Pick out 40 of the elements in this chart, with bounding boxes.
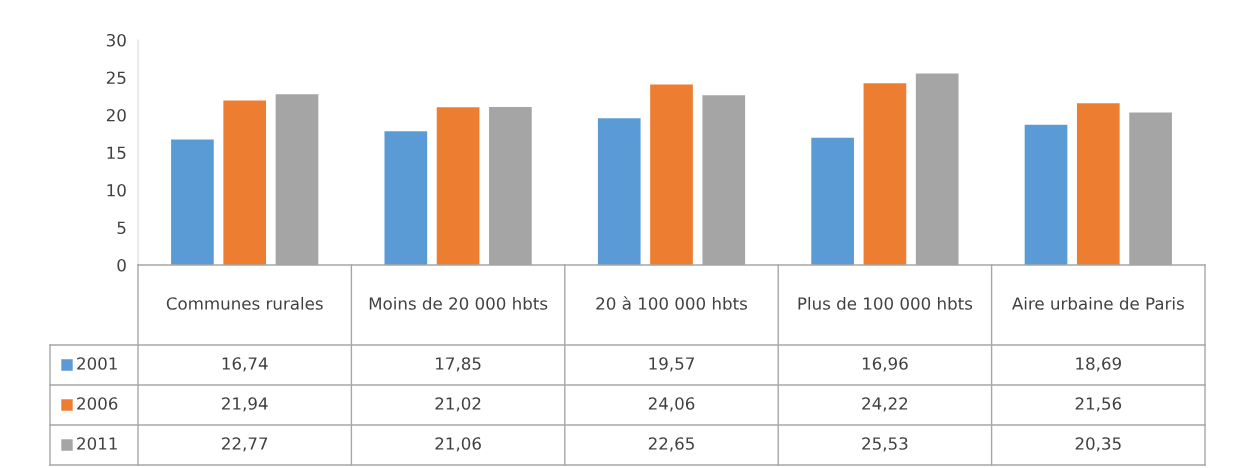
bar	[223, 100, 267, 265]
y-tick-label: 30	[106, 33, 126, 47]
data-label: 19,57	[649, 357, 694, 372]
y-tick-label: 10	[107, 183, 126, 197]
legend-label: 2001	[77, 357, 117, 370]
y-tick-label: 5	[117, 221, 126, 235]
data-label: 24,06	[648, 397, 695, 412]
data-label: 21,06	[435, 437, 481, 452]
y-tick-label: 0	[117, 258, 126, 272]
x-tick-label: Moins de 20 000 hbts	[369, 296, 548, 310]
bar	[171, 139, 214, 265]
data-label: 17,85	[436, 357, 481, 372]
data-label: 20,35	[1075, 437, 1121, 452]
data-label: 16,74	[222, 357, 268, 372]
data-label: 22,77	[222, 437, 268, 452]
bar	[1024, 124, 1068, 265]
data-label: 25,53	[862, 437, 908, 452]
legend-label: 2011	[77, 437, 117, 450]
bar	[384, 131, 428, 265]
bar	[650, 84, 693, 265]
x-tick-label: Aire urbaine de Paris	[1012, 296, 1184, 310]
y-tick-label: 25	[106, 71, 126, 85]
data-label: 21,02	[435, 397, 481, 412]
bar	[1076, 103, 1120, 265]
data-label: 21,94	[222, 397, 268, 412]
legend-label: 2006	[77, 397, 118, 410]
x-tick-label: Communes rurales	[166, 296, 323, 310]
data-label: 22,65	[648, 437, 694, 452]
bar	[436, 107, 480, 265]
x-tick-label: Plus de 100 000 hbts	[798, 296, 973, 310]
y-tick-label: 20	[106, 108, 126, 122]
y-tick-label: 15	[107, 146, 126, 160]
bar	[597, 118, 641, 265]
data-label: 16,96	[862, 357, 908, 372]
bar	[811, 137, 854, 265]
x-tick-label: 20 à 100 000 hbts	[596, 296, 747, 310]
data-label: 21,56	[1075, 397, 1122, 412]
data-label: 24,22	[862, 397, 908, 412]
data-label: 18,69	[1076, 357, 1121, 372]
bar	[863, 83, 907, 265]
